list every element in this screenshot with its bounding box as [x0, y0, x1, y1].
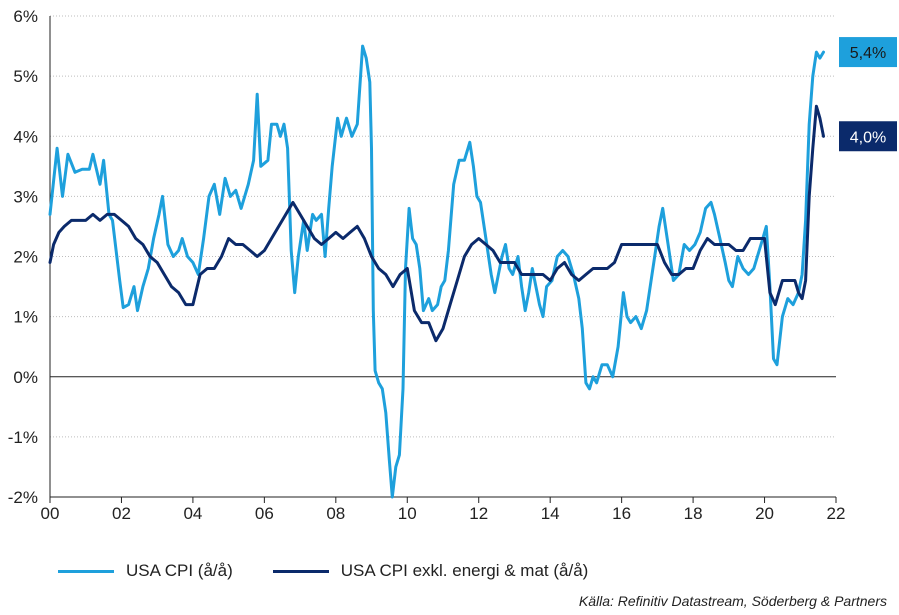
legend-item-usa-cpi: USA CPI (å/å)	[58, 561, 233, 581]
end-labels: 5,4% 4,0%	[839, 37, 897, 152]
source-note: Källa: Refinitiv Datastream, Söderberg &…	[578, 593, 887, 609]
end-label-box	[839, 37, 897, 68]
y-tick-label: -1%	[8, 428, 38, 447]
x-tick-label: 02	[112, 504, 131, 523]
y-tick-label: 4%	[13, 127, 38, 146]
y-tick-label: 2%	[13, 248, 38, 267]
end-label-1: 4,0%	[839, 121, 897, 152]
end-label-box	[839, 121, 897, 152]
y-tick-label: 1%	[13, 308, 38, 327]
x-tick-label: 00	[41, 504, 60, 523]
end-label-value: 4,0%	[850, 129, 886, 146]
y-tick-label: 3%	[13, 187, 38, 206]
legend-swatch-usa-cpi	[58, 569, 114, 573]
series-line-0	[48, 44, 825, 499]
legend-label-usa-core-cpi: USA CPI exkl. energi & mat (å/å)	[340, 561, 589, 580]
x-tick-label: 22	[827, 504, 846, 523]
x-tick-label: 20	[755, 504, 774, 523]
x-axis-ticks: 00 02 04 06 08 10 12 14 16 18 20 22	[41, 497, 846, 523]
x-tick-label: 16	[612, 504, 631, 523]
series-lines	[48, 44, 825, 499]
y-tick-label: 6%	[13, 7, 38, 26]
x-tick-label: 18	[684, 504, 703, 523]
legend: USA CPI (å/å) USA CPI exkl. energi & mat…	[58, 561, 628, 581]
end-label-value: 5,4%	[850, 45, 886, 62]
legend-label-usa-cpi: USA CPI (å/å)	[126, 561, 233, 580]
x-tick-label: 14	[541, 504, 560, 523]
gridlines	[50, 15, 836, 498]
x-tick-label: 06	[255, 504, 274, 523]
y-tick-label: 0%	[13, 368, 38, 387]
legend-item-usa-core-cpi: USA CPI exkl. energi & mat (å/å)	[272, 561, 589, 581]
y-tick-label: -2%	[8, 488, 38, 507]
series-line-1	[48, 104, 825, 343]
x-tick-label: 10	[398, 504, 417, 523]
x-tick-label: 08	[326, 504, 345, 523]
x-tick-label: 12	[469, 504, 488, 523]
end-label-0: 5,4%	[839, 37, 897, 68]
y-axis-ticks: -2% -1% 0% 1% 2% 3% 4% 5% 6%	[8, 7, 38, 507]
legend-swatch-usa-core-cpi	[272, 569, 329, 573]
x-tick-label: 04	[183, 504, 202, 523]
y-tick-label: 5%	[13, 67, 38, 86]
